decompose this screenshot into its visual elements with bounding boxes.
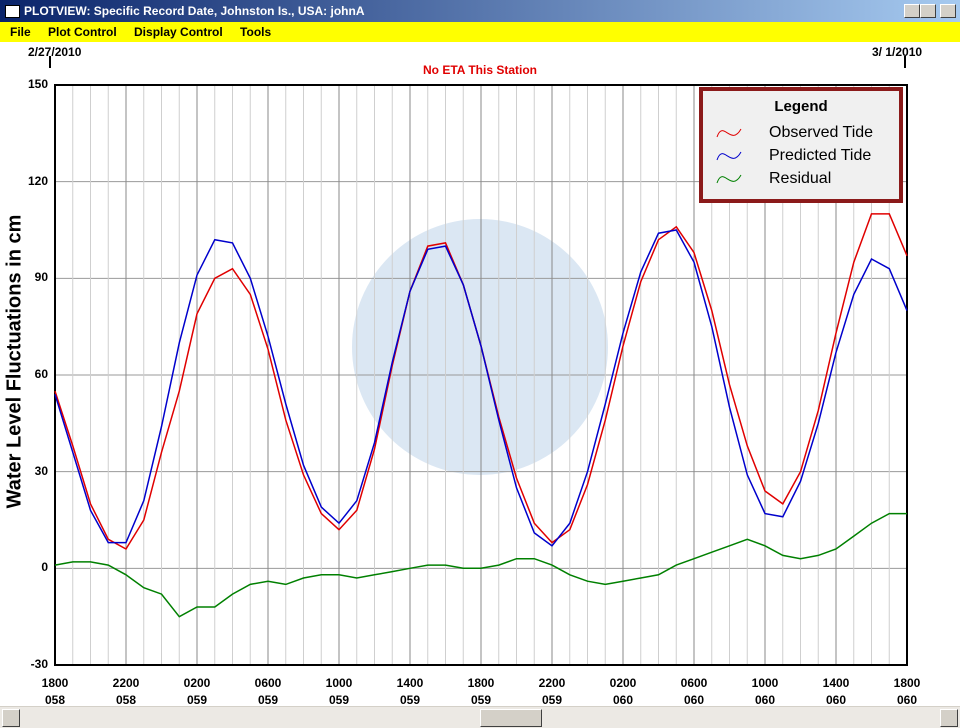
x-tick-label: 0200 060 — [609, 676, 637, 707]
start-date: 2/27/2010 — [28, 45, 82, 59]
legend-label: Residual — [769, 170, 831, 187]
scroll-right[interactable] — [940, 709, 958, 727]
menu-item[interactable]: Tools — [240, 25, 272, 39]
series-line — [54, 512, 907, 618]
x-tick-label: 1000 060 — [751, 676, 779, 707]
x-tick-label: 1400 060 — [822, 676, 850, 707]
legend-box — [699, 87, 903, 203]
legend: Legend Observed Tide Predicted Tide Residua… — [699, 87, 903, 203]
menu-item[interactable]: File — [10, 25, 31, 39]
legend-label: Observed Tide — [769, 124, 873, 141]
window-icon — [5, 5, 20, 18]
x-tick-label: 0600 060 — [680, 676, 708, 707]
y-tick-label: 0 — [41, 560, 48, 575]
menu-item[interactable]: Plot Control — [48, 25, 117, 39]
title-bar: PLOTVIEW: Specific Record Date, Johnston… — [0, 0, 960, 22]
menu-bar: File Plot Control Display Control Tools — [0, 22, 960, 42]
legend-swatch — [716, 128, 742, 138]
legend-swatch — [716, 151, 742, 161]
y-tick-label: 90 — [34, 270, 48, 285]
chart-title: No ETA This Station — [423, 63, 537, 77]
legend-swatch — [716, 174, 742, 184]
x-tick-label: 1000 059 — [325, 676, 353, 707]
y-tick-label: -30 — [30, 657, 48, 671]
x-tick-label: 0200 059 — [183, 676, 211, 707]
end-date: 3/ 1/2010 — [872, 45, 923, 59]
legend-label: Predicted Tide — [769, 147, 871, 164]
plot-frame — [54, 84, 908, 666]
x-tick-label: 0600 059 — [254, 676, 282, 707]
y-tick-label: 60 — [34, 367, 48, 381]
chart: Legend Observed Tide Predicted Tide Residua… — [49, 56, 908, 666]
menu-item[interactable]: Display Control — [134, 25, 223, 39]
y-tick-label: 150 — [27, 77, 48, 91]
window-title: PLOTVIEW: Specific Record Date, Johnston… — [24, 4, 365, 18]
scrollbar[interactable] — [0, 707, 960, 728]
legend-title: Legend — [774, 98, 827, 115]
x-tick-label: 2200 059 — [538, 676, 566, 707]
x-tick-label: 1400 059 — [396, 676, 424, 707]
y-tick-label: 120 — [27, 173, 48, 188]
chart-area: Legend Observed Tide Predicted Tide Residua… — [0, 42, 960, 707]
minimize-button[interactable] — [904, 4, 920, 18]
series-line — [54, 229, 908, 547]
x-tick-label: 1800 059 — [467, 676, 495, 707]
scroll-thumb[interactable] — [480, 709, 542, 727]
x-tick-label: 1800 060 — [893, 676, 921, 707]
watermark — [352, 219, 608, 475]
scroll-left[interactable] — [2, 709, 20, 727]
maximize-button[interactable] — [920, 4, 936, 18]
x-tick-label: 2200 058 — [112, 676, 140, 707]
x-tick-label: 1800 058 — [41, 676, 69, 707]
close-button[interactable] — [940, 4, 956, 18]
y-tick-label: 30 — [34, 463, 48, 478]
